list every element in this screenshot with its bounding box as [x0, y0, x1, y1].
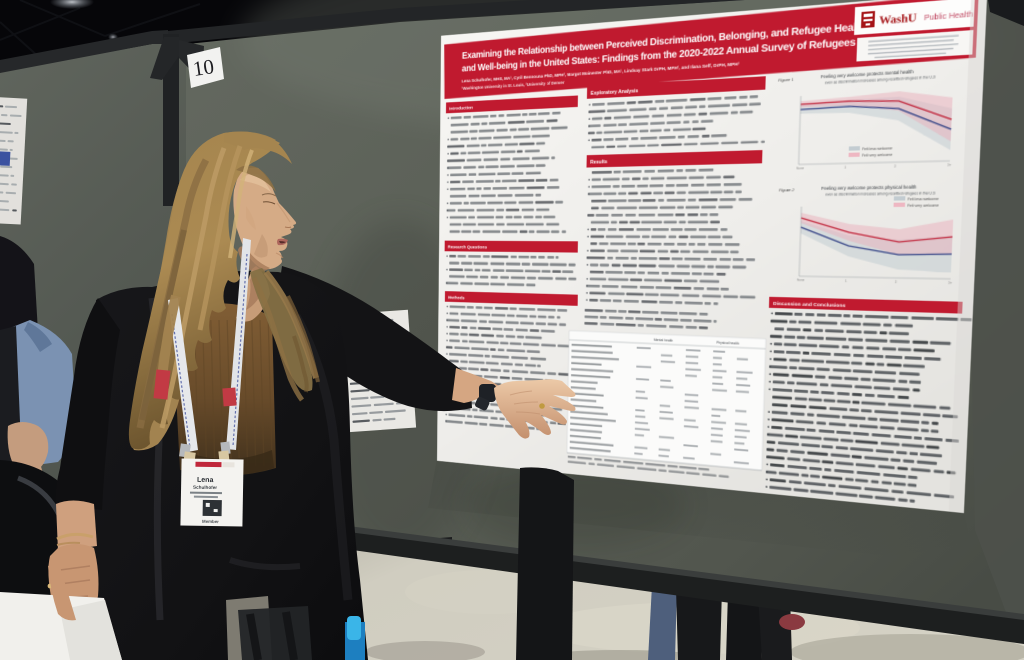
svg-text:Figure 2: Figure 2	[779, 187, 795, 192]
svg-text:Methods: Methods	[448, 294, 465, 300]
svg-text:Feeling very welcome protects: Feeling very welcome protects physical h…	[821, 185, 917, 192]
svg-text:Public Health: Public Health	[924, 11, 973, 23]
svg-text:None: None	[796, 166, 805, 170]
svg-text:Mental health: Mental health	[654, 337, 674, 343]
svg-text:Feeling very welcome protects: Feeling very welcome protects mental hea…	[821, 69, 914, 80]
svg-text:None: None	[797, 278, 806, 282]
svg-text:Felt less welcome: Felt less welcome	[862, 145, 893, 151]
svg-text:Research Questions: Research Questions	[448, 244, 488, 250]
svg-text:Schulhofer: Schulhofer	[193, 485, 217, 490]
svg-text:3+: 3+	[948, 281, 953, 285]
svg-text:Exploratory Analysis: Exploratory Analysis	[591, 87, 640, 96]
svg-text:even as discrimination increas: even as discrimination increases among r…	[825, 192, 935, 197]
svg-text:Felt very welcome: Felt very welcome	[907, 203, 939, 209]
svg-text:Felt less welcome: Felt less welcome	[907, 196, 939, 202]
svg-text:10: 10	[191, 54, 215, 81]
svg-text:2: 2	[894, 164, 897, 168]
svg-text:1: 1	[845, 279, 848, 283]
svg-text:even as discrimination increas: even as discrimination increases among r…	[825, 75, 936, 85]
svg-text:¹Washington University in St.: ¹Washington University in St. Louis, ²Un…	[462, 80, 566, 91]
svg-text:Member: Member	[202, 519, 219, 524]
svg-text:3+: 3+	[947, 163, 952, 167]
svg-text:2: 2	[895, 280, 898, 284]
svg-text:Lena: Lena	[197, 477, 214, 484]
svg-text:WashU: WashU	[879, 12, 917, 27]
svg-text:Figure 1: Figure 1	[778, 77, 794, 83]
svg-text:Discussion and Conclusions: Discussion and Conclusions	[773, 300, 847, 308]
svg-text:Physical health: Physical health	[716, 340, 739, 346]
svg-text:Introduction: Introduction	[449, 104, 473, 111]
svg-text:Felt very welcome: Felt very welcome	[862, 152, 894, 158]
svg-text:Results: Results	[590, 158, 608, 164]
svg-text:1: 1	[844, 165, 847, 169]
